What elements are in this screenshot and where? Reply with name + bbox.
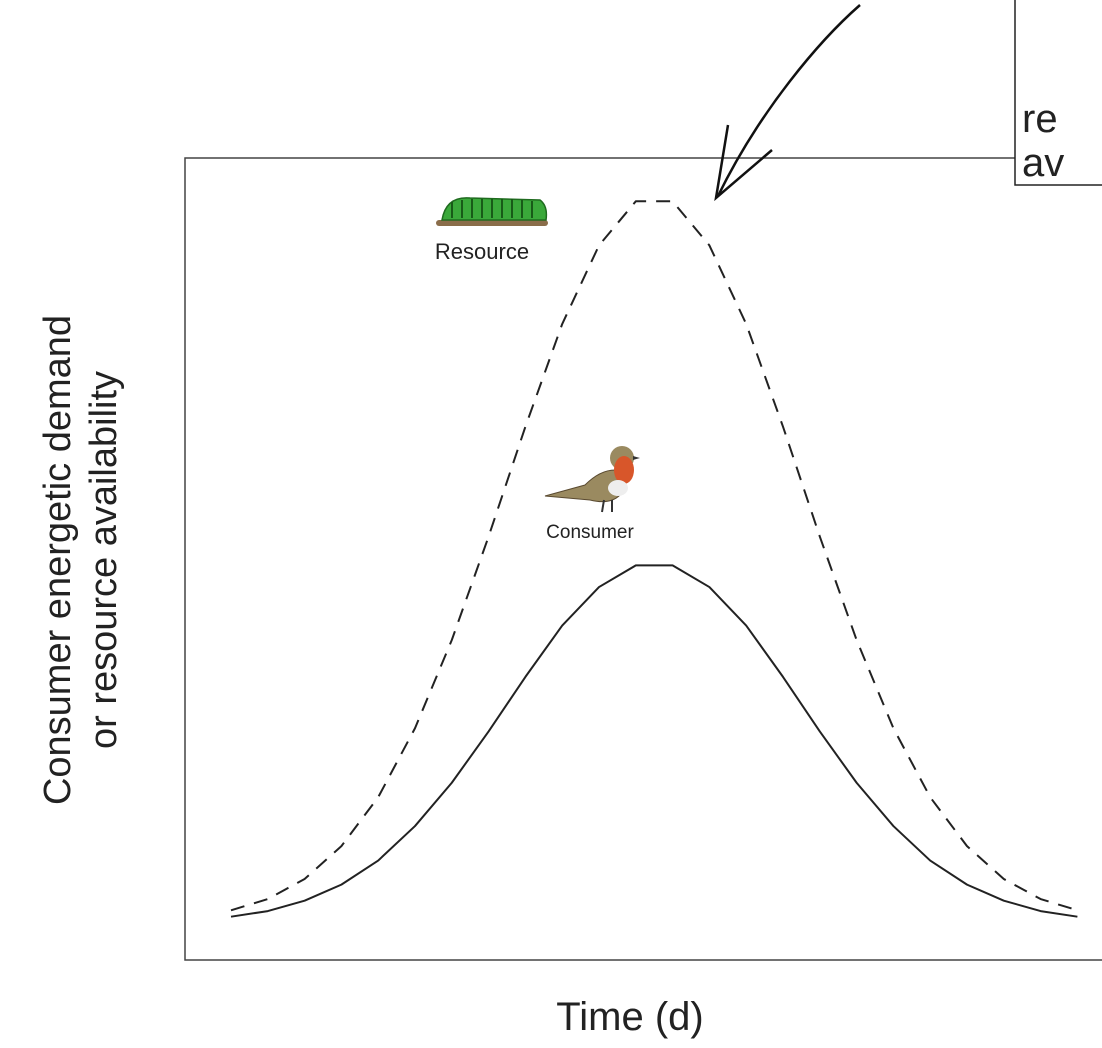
plot-frame bbox=[185, 158, 1102, 960]
y-axis-label: or resource availability bbox=[83, 371, 125, 749]
annotation-line: re bbox=[1022, 97, 1058, 141]
bird-icon bbox=[545, 446, 640, 512]
series-label: Resource bbox=[435, 239, 529, 264]
series-line bbox=[231, 565, 1077, 916]
arrow-shaft bbox=[718, 5, 860, 196]
series-label: Consumer bbox=[546, 522, 634, 543]
arrow-head bbox=[716, 125, 772, 198]
y-axis-label: Consumer energetic demand bbox=[37, 315, 79, 805]
chart: re av Resource Consumer Time (d) Consume… bbox=[0, 0, 1102, 1048]
series-line bbox=[231, 201, 1077, 910]
x-axis-label: Time (d) bbox=[556, 995, 703, 1039]
annotation-line: av bbox=[1022, 141, 1064, 185]
caterpillar-icon bbox=[436, 198, 548, 226]
